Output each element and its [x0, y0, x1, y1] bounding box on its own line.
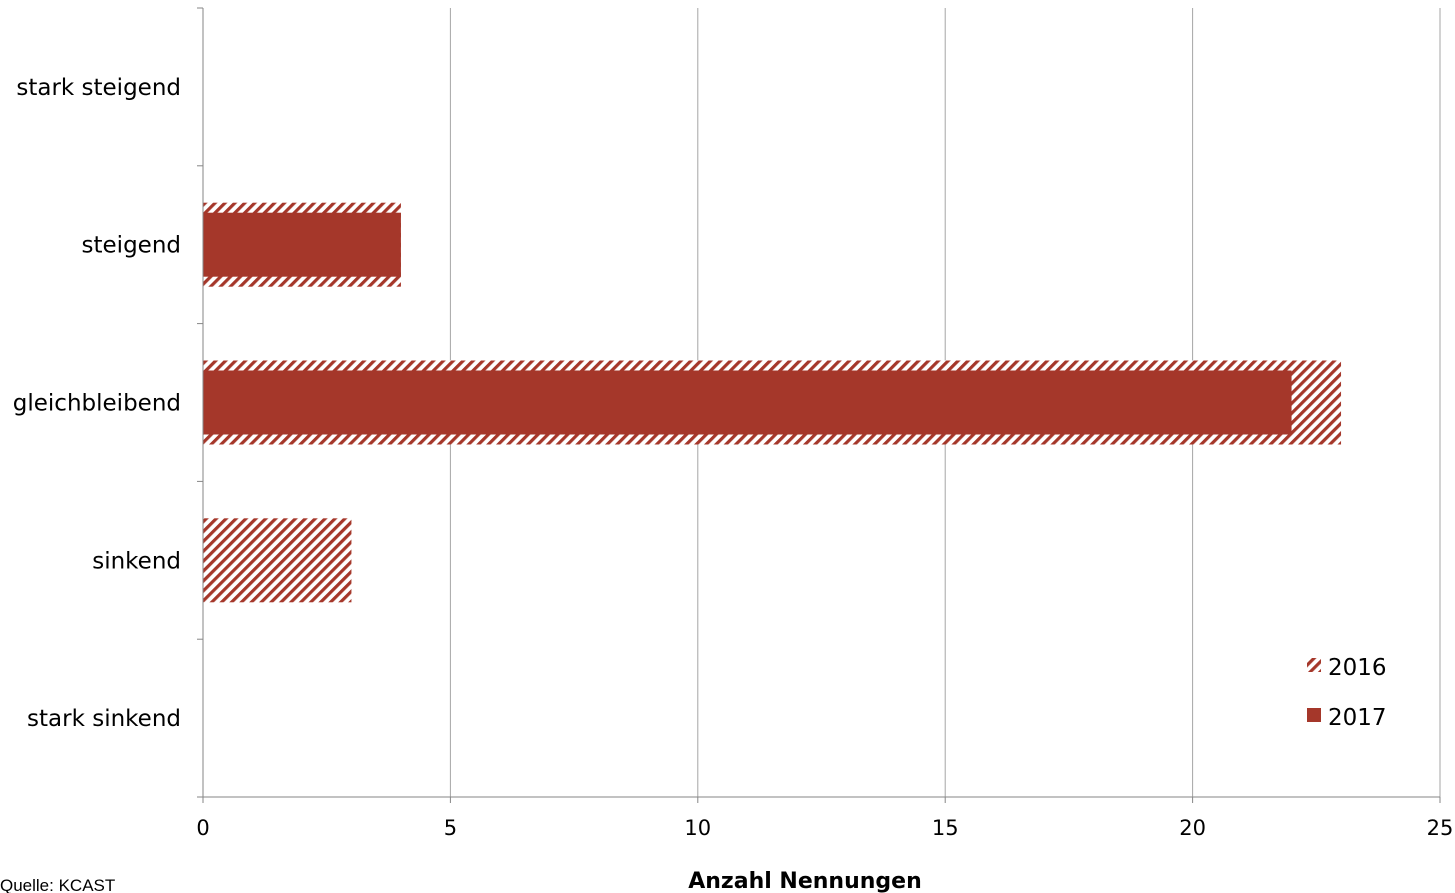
- x-tick-label: 10: [684, 816, 711, 840]
- x-tick-label: 5: [444, 816, 457, 840]
- category-label: steigend: [82, 233, 181, 259]
- legend-swatch-2016: [1307, 658, 1321, 672]
- legend-swatch-2017: [1307, 708, 1321, 722]
- x-tick-label: 0: [196, 816, 209, 840]
- labels: 0 5 10 15 20 25 stark steigend steigend gleichbl…: [13, 75, 1454, 840]
- bar-2017: [203, 212, 401, 277]
- legend: 2016 2017: [1307, 655, 1387, 731]
- category-label: stark steigend: [16, 75, 181, 101]
- x-axis-title: Anzahl Nennungen: [688, 869, 922, 893]
- bar-2017: [203, 370, 1292, 435]
- bars: [203, 202, 1342, 603]
- bar-2016: [203, 518, 352, 603]
- x-tick-label: 20: [1179, 816, 1206, 840]
- category-label: sinkend: [92, 548, 181, 574]
- category-label: gleichbleibend: [13, 391, 181, 417]
- axes: [197, 7, 1441, 803]
- source-note: Quelle: KCAST: [0, 876, 115, 893]
- x-tick-label: 25: [1427, 816, 1454, 840]
- x-tick-label: 15: [932, 816, 959, 840]
- legend-label-2016: 2016: [1328, 655, 1387, 681]
- legend-label-2017: 2017: [1328, 705, 1387, 731]
- category-label: stark sinkend: [27, 706, 181, 732]
